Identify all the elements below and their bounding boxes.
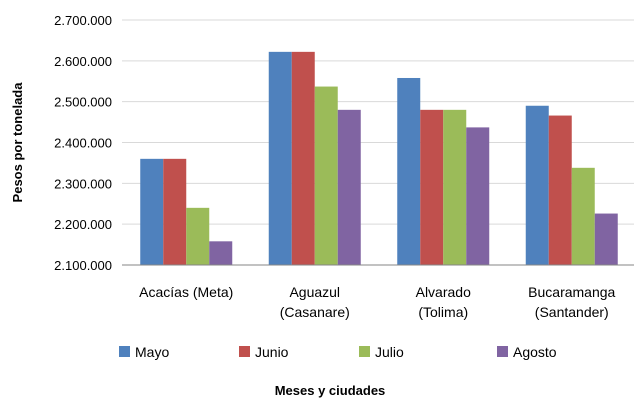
- legend-swatch: [239, 346, 250, 357]
- legend-swatch: [119, 346, 130, 357]
- x-axis-label: Meses y ciudades: [275, 383, 386, 398]
- y-tick-label: 2.600.000: [54, 54, 112, 69]
- bar-agosto: [594, 213, 618, 265]
- bar-mayo: [268, 51, 292, 265]
- x-axis-categories: Acacías (Meta) Aguazul (Casanare) Alvarado(…: [139, 284, 615, 320]
- bar-mayo: [525, 105, 549, 265]
- legend-item-agosto: Agosto: [497, 344, 557, 360]
- legend-label: Junio: [255, 344, 289, 360]
- x-tick-label: Acacías (Meta): [139, 284, 233, 300]
- bar-junio: [420, 109, 444, 265]
- y-tick-label: 2.700.000: [54, 13, 112, 28]
- legend-swatch: [359, 346, 370, 357]
- bar-mayo: [397, 77, 421, 265]
- legend: Mayo Junio Julio Agosto: [119, 344, 557, 360]
- y-tick-label: 2.400.000: [54, 136, 112, 151]
- legend-label: Mayo: [135, 344, 169, 360]
- bar-agosto: [466, 127, 490, 266]
- legend-label: Agosto: [513, 344, 557, 360]
- legend-label: Julio: [375, 344, 404, 360]
- y-axis-ticks: 2.100.000 2.200.000 2.300.000 2.400.000 2.50…: [54, 13, 112, 273]
- bar-junio: [548, 115, 572, 265]
- y-tick-label: 2.500.000: [54, 95, 112, 110]
- bar-junio: [163, 158, 187, 265]
- bar-julio: [571, 167, 595, 265]
- bar-agosto: [337, 109, 361, 265]
- y-axis-label: Pesos por tonelada: [10, 82, 25, 203]
- bar-junio: [291, 51, 315, 265]
- bar-mayo: [140, 158, 164, 265]
- bars: [140, 51, 618, 266]
- x-tick-label: Aguazul (Casanare): [280, 284, 350, 320]
- y-tick-label: 2.200.000: [54, 217, 112, 232]
- x-tick-label: Bucaramanga (Santander): [528, 284, 615, 320]
- legend-item-mayo: Mayo: [119, 344, 169, 360]
- bar-julio: [443, 109, 467, 265]
- bar-julio: [314, 86, 338, 265]
- legend-item-junio: Junio: [239, 344, 289, 360]
- y-tick-label: 2.300.000: [54, 176, 112, 191]
- bar-julio: [186, 207, 210, 265]
- bar-agosto: [209, 241, 233, 265]
- y-tick-label: 2.100.000: [54, 258, 112, 273]
- legend-item-julio: Julio: [359, 344, 404, 360]
- legend-swatch: [497, 346, 508, 357]
- x-tick-label: Alvarado (Tolima): [416, 284, 471, 320]
